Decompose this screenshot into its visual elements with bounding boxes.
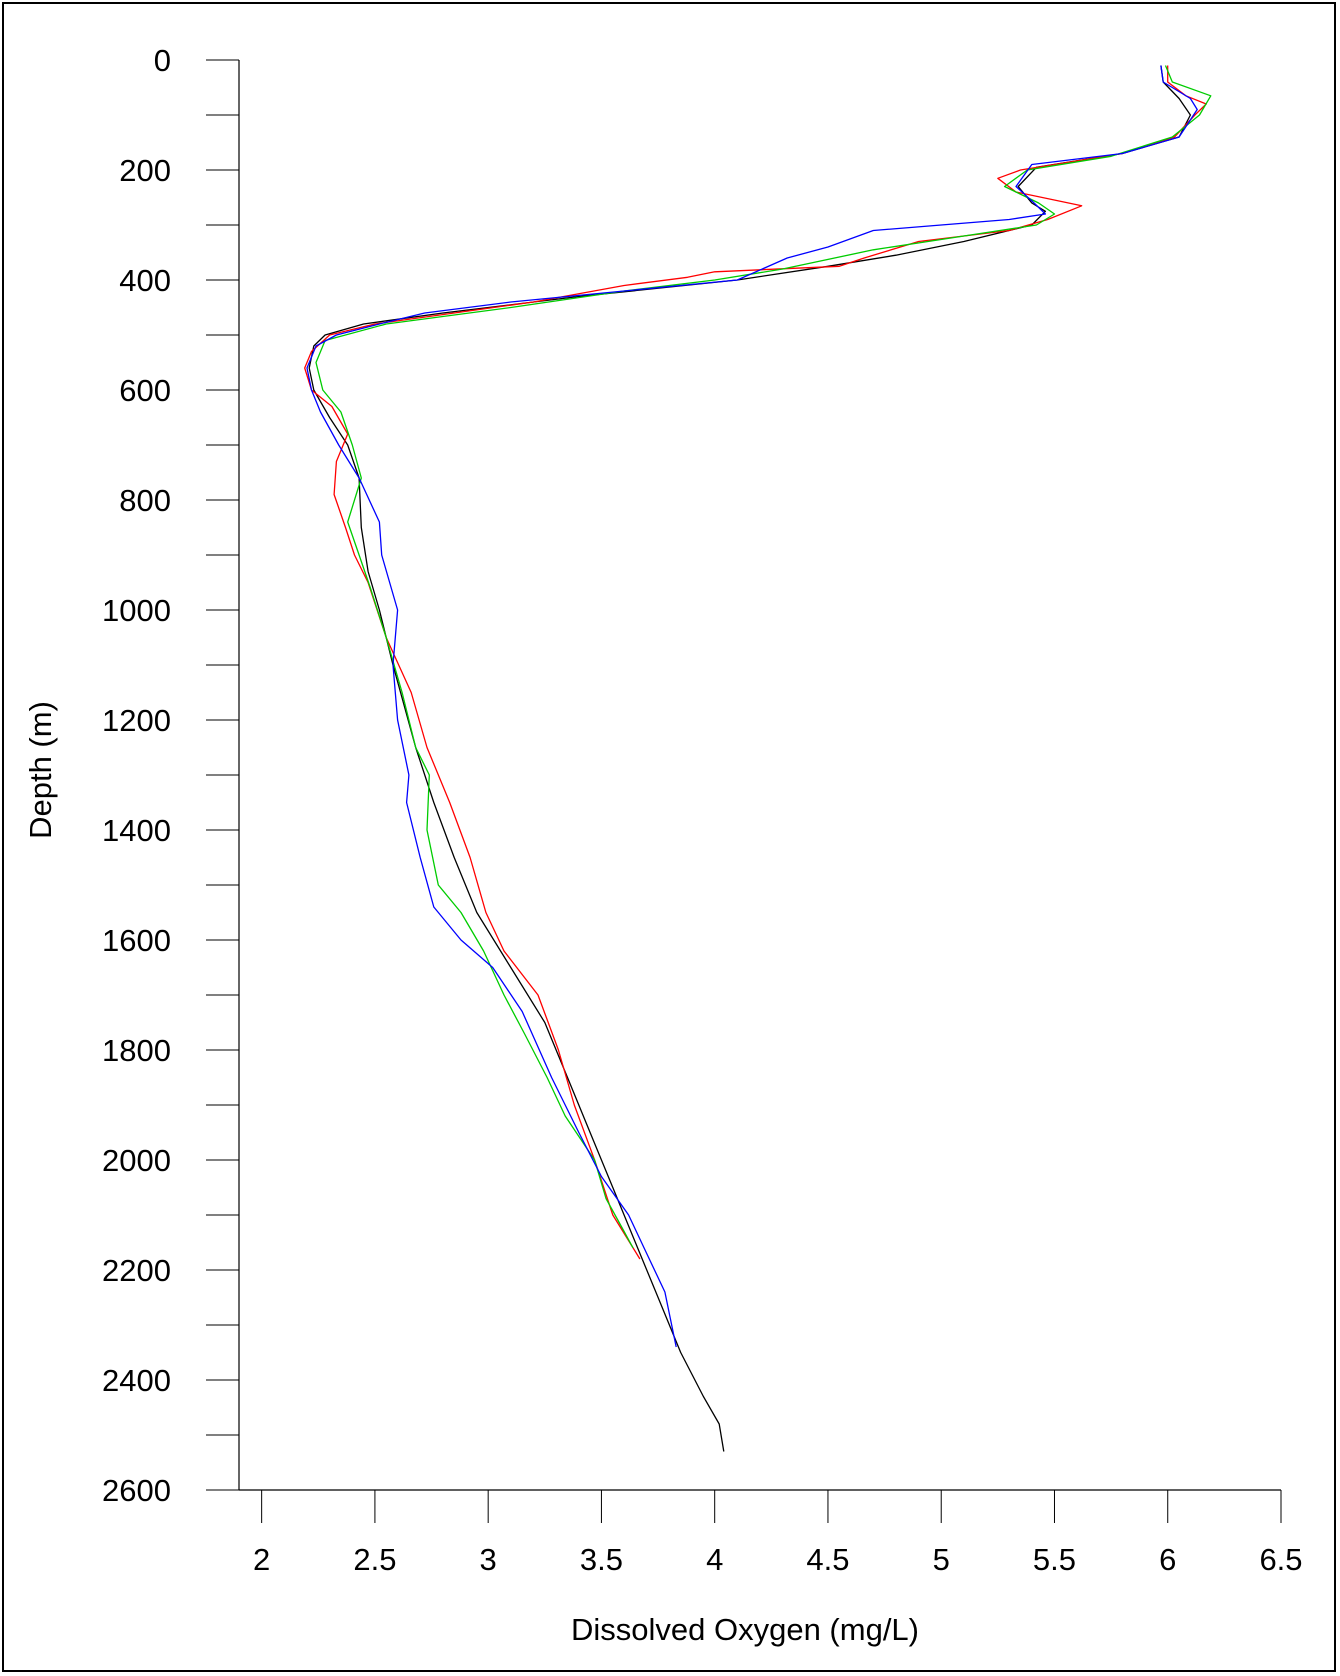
x-tick-label: 5 [933,1542,950,1577]
y-tick-label: 1600 [102,923,171,958]
x-tick-label: 6.5 [1259,1542,1302,1577]
y-tick-label: 2000 [102,1143,171,1178]
y-tick-label: 2600 [102,1473,171,1508]
y-tick-label: 1000 [102,593,171,628]
x-tick-label: 5.5 [1033,1542,1076,1577]
x-tick-label: 2 [253,1542,270,1577]
y-tick-label: 400 [119,263,171,298]
y-tick-label: 600 [119,373,171,408]
x-tick-label: 4 [706,1542,723,1577]
series-line-4 [306,65,1198,1348]
series-line-1 [308,65,1192,1452]
series-line-3 [315,65,1212,1249]
y-tick-label: 0 [154,43,171,78]
x-tick-label: 2.5 [353,1542,396,1577]
x-tick-label: 3.5 [580,1542,623,1577]
y-tick-label: 2200 [102,1253,171,1288]
y-tick-label: 800 [119,483,171,518]
y-tick-label: 1800 [102,1033,171,1068]
x-tick-label: 3 [480,1542,497,1577]
x-tick-label: 4.5 [806,1542,849,1577]
y-tick-label: 200 [119,153,171,188]
x-axis-title: Dissolved Oxygen (mg/L) [571,1612,919,1647]
y-tick-label: 1200 [102,703,171,738]
y-tick-label: 1400 [102,813,171,848]
series-line-2 [304,65,1207,1260]
series-layer [304,65,1212,1452]
y-tick-label: 2400 [102,1363,171,1398]
y-axis-title: Depth (m) [23,701,58,839]
axes: 0 200 400 600 800 1000 1200 1400 1600 1800 2000 220… [102,43,1303,1577]
x-tick-label: 6 [1159,1542,1176,1577]
